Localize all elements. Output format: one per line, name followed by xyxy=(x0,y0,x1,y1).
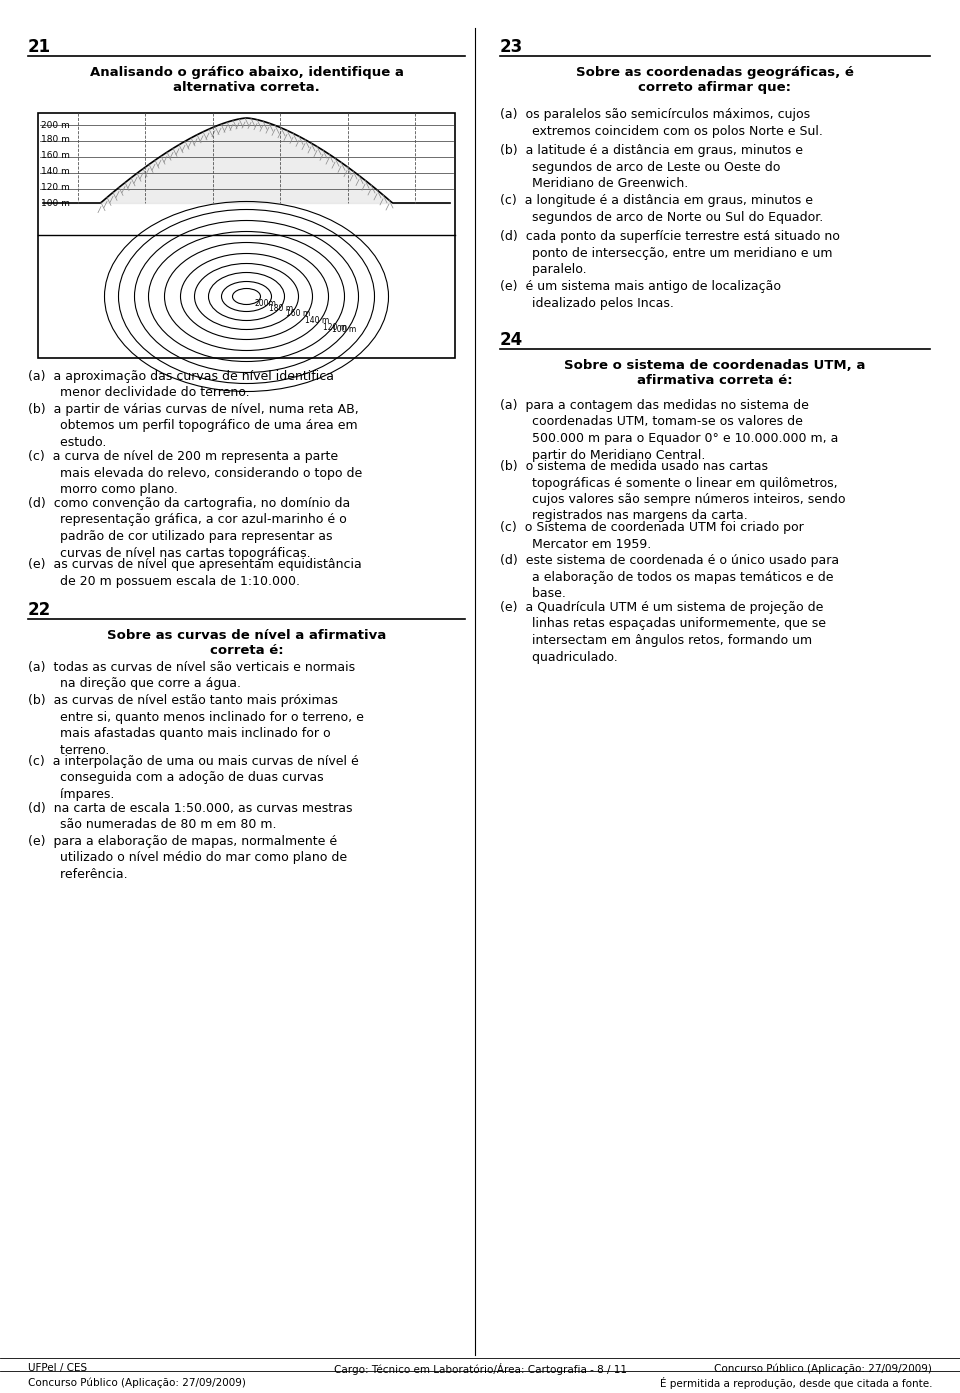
Text: (a)  a aproximação das curvas de nível identifica
        menor declividade do t: (a) a aproximação das curvas de nível id… xyxy=(28,371,334,400)
Text: (a)  os paralelos são semicírculos máximos, cujos
        extremos coincidem com: (a) os paralelos são semicírculos máximo… xyxy=(500,109,823,138)
Text: 200 m: 200 m xyxy=(41,121,70,130)
Text: 180 m: 180 m xyxy=(41,135,70,143)
Text: (d)  como convenção da cartografia, no domínio da
        representação gráfica,: (d) como convenção da cartografia, no do… xyxy=(28,497,350,560)
Text: Sobre as curvas de nível a afirmativa
correta é:: Sobre as curvas de nível a afirmativa co… xyxy=(107,630,386,657)
Text: (e)  para a elaboração de mapas, normalmente é
        utilizado o nível médio d: (e) para a elaboração de mapas, normalme… xyxy=(28,834,348,880)
Text: Sobre o sistema de coordenadas UTM, a
afirmativa correta é:: Sobre o sistema de coordenadas UTM, a af… xyxy=(564,359,866,387)
Text: (b)  a partir de várias curvas de nível, numa reta AB,
        obtemos um perfil: (b) a partir de várias curvas de nível, … xyxy=(28,403,359,449)
Text: (c)  a longitude é a distância em graus, minutos e
        segundos de arco de N: (c) a longitude é a distância em graus, … xyxy=(500,194,824,223)
Text: UFPel / CES: UFPel / CES xyxy=(28,1362,87,1373)
Text: (d)  cada ponto da superfície terrestre está situado no
        ponto de interse: (d) cada ponto da superfície terrestre e… xyxy=(500,230,840,276)
Text: Concurso Público (Aplicação: 27/09/2009): Concurso Público (Aplicação: 27/09/2009) xyxy=(714,1362,932,1373)
Bar xyxy=(38,113,455,358)
Text: 24: 24 xyxy=(500,332,523,350)
Text: (a)  todas as curvas de nível são verticais e normais
        na direção que cor: (a) todas as curvas de nível são vertica… xyxy=(28,662,355,691)
Text: (b)  o sistema de medida usado nas cartas
        topográficas é somente o linea: (b) o sistema de medida usado nas cartas… xyxy=(500,460,846,522)
Text: 140 m: 140 m xyxy=(41,167,70,176)
Text: (c)  a interpolação de uma ou mais curvas de nível é
        conseguida com a ad: (c) a interpolação de uma ou mais curvas… xyxy=(28,755,359,801)
Text: 200m: 200m xyxy=(255,299,276,308)
Text: 100 m: 100 m xyxy=(41,199,70,208)
Text: 23: 23 xyxy=(500,38,523,56)
Text: (a)  para a contagem das medidas no sistema de
        coordenadas UTM, tomam-se: (a) para a contagem das medidas no siste… xyxy=(500,398,838,461)
Text: (e)  as curvas de nível que apresentam equidistância
        de 20 m possuem esc: (e) as curvas de nível que apresentam eq… xyxy=(28,559,362,588)
Text: 160 m: 160 m xyxy=(41,150,70,160)
Text: Analisando o gráfico abaixo, identifique a
alternativa correta.: Analisando o gráfico abaixo, identifique… xyxy=(89,65,403,93)
Text: (c)  o Sistema de coordenada UTM foi criado por
        Mercator em 1959.: (c) o Sistema de coordenada UTM foi cria… xyxy=(500,521,804,550)
Text: (e)  é um sistema mais antigo de localização
        idealizado pelos Incas.: (e) é um sistema mais antigo de localiza… xyxy=(500,280,781,309)
Text: (e)  a Quadrícula UTM é um sistema de projeção de
        linhas retas espaçadas: (e) a Quadrícula UTM é um sistema de pro… xyxy=(500,600,826,663)
Text: (d)  na carta de escala 1:50.000, as curvas mestras
        são numeradas de 80 : (d) na carta de escala 1:50.000, as curv… xyxy=(28,802,352,832)
Text: (d)  este sistema de coordenada é o único usado para
        a elaboração de tod: (d) este sistema de coordenada é o único… xyxy=(500,554,839,600)
Text: Concurso Público (Aplicação: 27/09/2009): Concurso Público (Aplicação: 27/09/2009) xyxy=(28,1378,246,1387)
Text: É permitida a reprodução, desde que citada a fonte.: É permitida a reprodução, desde que cita… xyxy=(660,1378,932,1389)
Text: 140 m: 140 m xyxy=(305,316,329,325)
Text: 120 m: 120 m xyxy=(324,323,348,332)
Text: 22: 22 xyxy=(28,600,51,618)
Text: 180 m: 180 m xyxy=(270,304,294,312)
Text: Cargo: Técnico em Laboratório/Área: Cartografia - 8 / 11: Cargo: Técnico em Laboratório/Área: Cart… xyxy=(333,1362,627,1375)
Text: (c)  a curva de nível de 200 m representa a parte
        mais elevada do relevo: (c) a curva de nível de 200 m representa… xyxy=(28,450,362,496)
Text: 100 m: 100 m xyxy=(332,325,356,334)
Text: (b)  a latitude é a distância em graus, minutos e
        segundos de arco de Le: (b) a latitude é a distância em graus, m… xyxy=(500,143,803,189)
Text: 120 m: 120 m xyxy=(41,182,70,192)
Text: 21: 21 xyxy=(28,38,51,56)
Text: Sobre as coordenadas geográficas, é
correto afirmar que:: Sobre as coordenadas geográficas, é corr… xyxy=(576,65,854,93)
Text: 160 m: 160 m xyxy=(286,309,310,319)
Text: (b)  as curvas de nível estão tanto mais próximas
        entre si, quanto menos: (b) as curvas de nível estão tanto mais … xyxy=(28,694,364,756)
